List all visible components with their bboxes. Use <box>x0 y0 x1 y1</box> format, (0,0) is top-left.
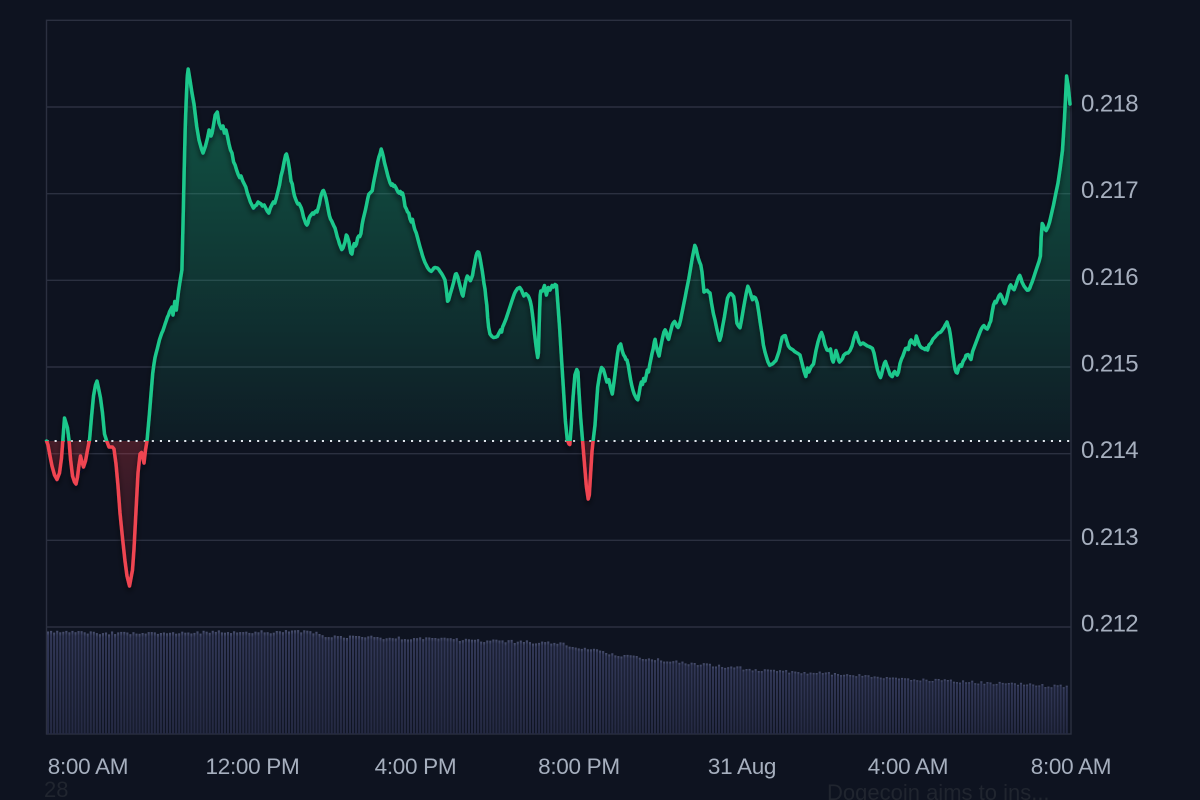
svg-text:0.214: 0.214 <box>1081 437 1138 464</box>
svg-text:4:00 AM: 4:00 AM <box>868 754 948 779</box>
svg-text:28: 28 <box>44 777 68 800</box>
svg-text:0.215: 0.215 <box>1081 351 1138 378</box>
svg-text:31 Aug: 31 Aug <box>708 754 776 779</box>
svg-text:0.216: 0.216 <box>1081 264 1138 291</box>
svg-text:8:00 AM: 8:00 AM <box>48 754 128 779</box>
svg-text:12:00 PM: 12:00 PM <box>206 754 300 779</box>
svg-text:0.212: 0.212 <box>1081 611 1138 638</box>
svg-text:8:00 AM: 8:00 AM <box>1031 754 1111 779</box>
svg-text:0.217: 0.217 <box>1081 177 1138 204</box>
svg-text:0.218: 0.218 <box>1081 91 1138 118</box>
svg-text:4:00 PM: 4:00 PM <box>375 754 457 779</box>
svg-text:Dogecoin aims to ins...: Dogecoin aims to ins... <box>827 780 1050 800</box>
svg-text:0.213: 0.213 <box>1081 524 1138 551</box>
svg-text:8:00 PM: 8:00 PM <box>538 754 620 779</box>
